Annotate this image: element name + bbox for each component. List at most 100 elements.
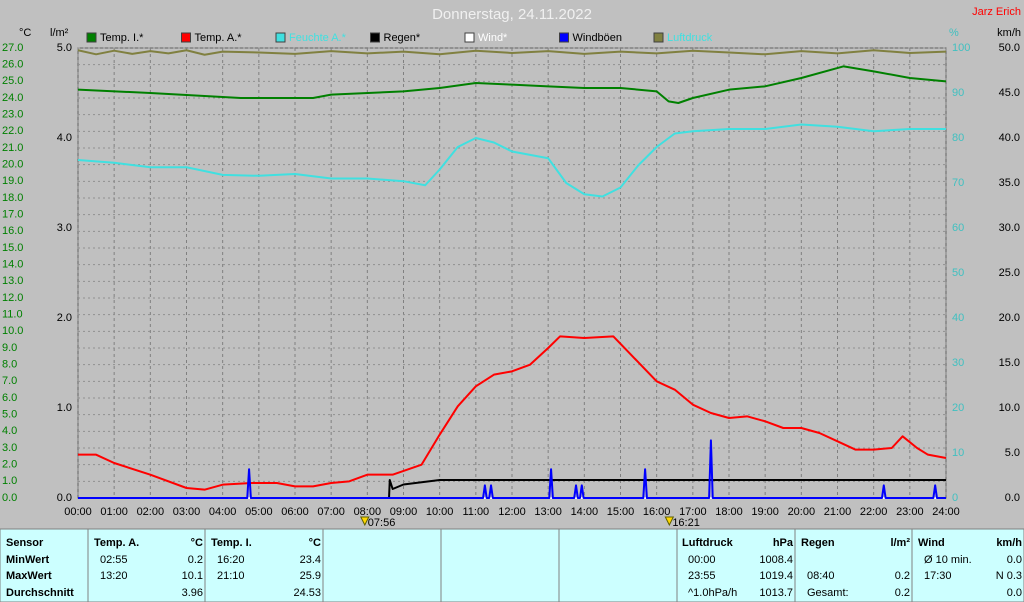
y-tick-label: 2.0 <box>2 459 17 471</box>
y-tick-label: 6.0 <box>2 392 17 404</box>
y-tick-label: 35.0 <box>999 177 1020 189</box>
x-tick-label: 14:00 <box>571 506 599 518</box>
y-tick-label: 15.0 <box>999 357 1020 369</box>
legend-label: Luftdruck <box>667 32 713 44</box>
series-line <box>78 335 947 491</box>
series-line <box>77 65 947 104</box>
y-tick-label: 4.0 <box>57 132 72 144</box>
legend-label: Temp. A.* <box>195 32 243 44</box>
table-cell: 08:40 <box>807 570 835 582</box>
x-tick-label: 08:00 <box>354 506 382 518</box>
y-tick-label: 15.0 <box>2 242 23 254</box>
legend-swatch <box>370 32 380 43</box>
table-cell: 16:20 <box>217 554 245 566</box>
table-background <box>0 528 1024 602</box>
x-tick-label: 00:00 <box>64 506 92 518</box>
legend-swatch <box>464 32 475 43</box>
y-tick-label: 20.0 <box>999 312 1020 324</box>
table-cell: 0.0 <box>1007 587 1022 599</box>
y-tick-label: 3.0 <box>57 222 72 234</box>
y-tick-label: 20 <box>952 402 964 414</box>
table-cell: 25.9 <box>300 570 321 582</box>
x-tick-label: 04:00 <box>209 506 237 518</box>
table-header: l/m² <box>890 537 910 549</box>
y-tick-label: 9.0 <box>2 342 17 354</box>
axis-unit: °C <box>19 27 31 39</box>
table-cell: 1013.7 <box>759 587 793 599</box>
table-cell: 0.2 <box>895 570 910 582</box>
y-tick-label: 40.0 <box>999 132 1020 144</box>
table-cell: 00:00 <box>688 554 716 566</box>
y-tick-label: 100 <box>952 42 970 54</box>
table-cell: 02:55 <box>100 554 128 566</box>
table-header: km/h <box>996 537 1022 549</box>
table-header: Luftdruck <box>682 537 734 549</box>
table-cell: 0.2 <box>895 587 910 599</box>
axis-unit: l/m² <box>50 27 69 39</box>
y-tick-label: 8.0 <box>2 359 17 371</box>
x-tick-label: 15:00 <box>607 506 635 518</box>
y-tick-label: 1.0 <box>2 475 17 487</box>
legend-label: Wind* <box>478 32 508 44</box>
table-header: Temp. I. <box>211 537 252 549</box>
x-tick-label: 11:00 <box>462 506 489 518</box>
y-tick-label: 10.0 <box>999 402 1020 414</box>
x-tick-label: 09:00 <box>390 506 418 518</box>
y-tick-label: 24.0 <box>2 92 23 104</box>
annotation: 07:56 <box>368 517 396 529</box>
y-tick-label: 26.0 <box>2 59 23 71</box>
series-line <box>78 439 946 499</box>
x-tick-label: 20:00 <box>788 506 816 518</box>
y-tick-label: 21.0 <box>2 142 23 154</box>
y-tick-label: 50 <box>952 267 964 279</box>
y-tick-label: 50.0 <box>999 42 1020 54</box>
table-cell: 13:20 <box>100 570 128 582</box>
y-tick-label: 18.0 <box>2 192 23 204</box>
y-tick-label: 13.0 <box>2 275 23 287</box>
y-tick-label: 25.0 <box>999 267 1020 279</box>
sun-marker <box>359 516 370 527</box>
x-tick-label: 01:00 <box>100 506 128 518</box>
table-cell: 1008.4 <box>759 554 793 566</box>
table-cell: 1019.4 <box>759 570 793 582</box>
x-tick-label: 23:00 <box>896 506 924 518</box>
y-tick-label: 5.0 <box>57 42 72 54</box>
y-tick-label: 2.0 <box>57 312 72 324</box>
x-tick-label: 21:00 <box>824 506 852 518</box>
legend-label: Feuchte A.* <box>289 32 347 44</box>
table-cell: ^1.0hPa/h <box>688 587 737 599</box>
series-line <box>77 123 946 198</box>
x-tick-label: 02:00 <box>137 506 165 518</box>
y-tick-label: 25.0 <box>2 75 23 87</box>
table-cell: Gesamt: <box>807 587 849 599</box>
table-cell: 23.4 <box>300 554 321 566</box>
row-label: Durchschnitt <box>6 587 74 599</box>
row-label: MinWert <box>6 554 50 566</box>
x-tick-label: 05:00 <box>245 506 273 518</box>
chart-title: Donnerstag, 24.11.2022 <box>432 6 592 23</box>
x-tick-label: 07:00 <box>317 506 345 518</box>
table-header: Temp. A. <box>94 537 139 549</box>
legend-swatch <box>86 32 97 43</box>
legend-label: Temp. I.* <box>100 32 144 44</box>
axis-unit: km/h <box>997 27 1021 39</box>
x-tick-label: 03:00 <box>173 506 201 518</box>
y-tick-label: 0.0 <box>1005 492 1020 504</box>
legend-label: Windböen <box>573 32 623 44</box>
legend-swatch <box>181 32 191 43</box>
y-tick-label: 10.0 <box>2 325 23 337</box>
y-tick-label: 17.0 <box>2 209 23 221</box>
x-tick-label: 24:00 <box>932 506 960 518</box>
table-header: Wind <box>918 537 945 549</box>
table-cell: 0.0 <box>1007 554 1022 566</box>
x-tick-label: 16:00 <box>643 506 671 518</box>
y-tick-label: 7.0 <box>2 375 17 387</box>
legend-swatch <box>559 32 569 43</box>
y-tick-label: 90 <box>952 87 964 99</box>
y-tick-label: 45.0 <box>999 87 1020 99</box>
table-cell: Ø 10 min. <box>924 554 972 566</box>
y-tick-label: 19.0 <box>2 175 23 187</box>
y-tick-label: 14.0 <box>2 259 23 271</box>
table-cell: 0.2 <box>188 554 203 566</box>
